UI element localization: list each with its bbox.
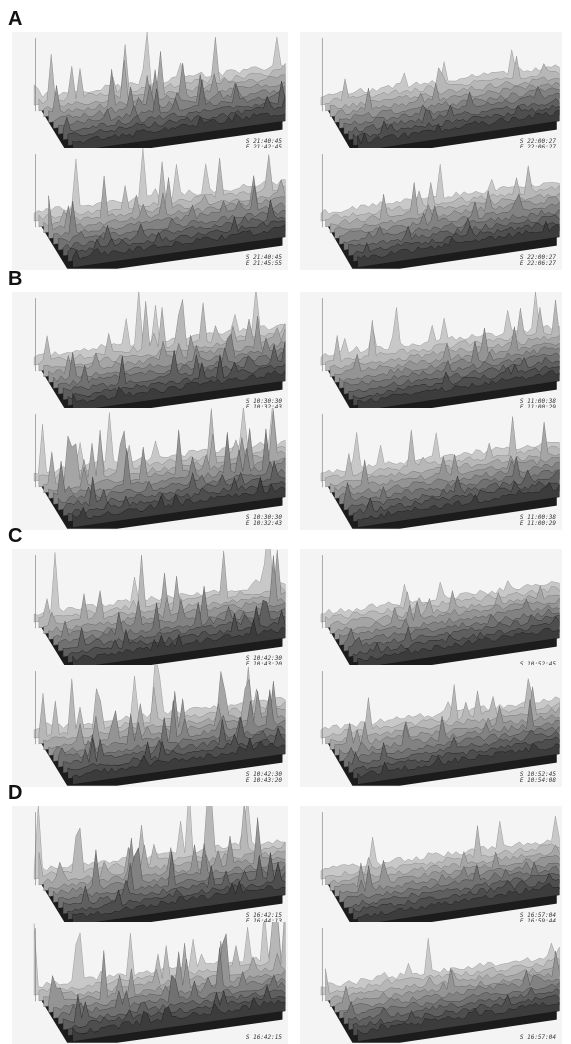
surface-plot-image	[300, 806, 562, 928]
section-label-d: D	[8, 782, 23, 804]
surface-plot-image	[300, 292, 562, 414]
timestamp-line: E 22:06:27	[519, 260, 556, 267]
timestamp-line: S 10:52:45	[520, 662, 556, 668]
timestamp-line: S 21:40:45	[245, 138, 282, 145]
timestamp-line: S 10:52:45	[519, 771, 556, 778]
timestamp-line: E 21:45:55	[245, 260, 282, 267]
surface-plot-image	[300, 408, 562, 530]
timestamp-line: E 10:43:20	[246, 662, 282, 668]
surface-plot-panel: S 10:52:45	[300, 549, 562, 671]
surface-plot-panel: S 21:40:45 E 21:45:55	[12, 148, 288, 270]
surface-plot-image	[12, 806, 288, 928]
surface-plot-image	[300, 549, 562, 671]
timestamp-line: S 10:30:30	[245, 398, 282, 405]
timestamp-line: S 16:42:15	[245, 1034, 282, 1041]
section-label-b: B	[8, 268, 23, 290]
timestamp-line: S 11:00:38	[519, 514, 556, 521]
timestamp-line: S 10:30:30	[245, 514, 282, 521]
timestamp-label: S 16:57:04E 16:59:44	[520, 913, 556, 925]
surface-plot-panel: S 16:42:15	[12, 922, 288, 1044]
surface-plot-panel: S 16:42:15E 16:44:13	[12, 806, 288, 928]
timestamp-label: S 10:42:30E 10:43:20	[246, 656, 282, 668]
surface-plot-panel: S 22:00:27E 22:06:27	[300, 32, 562, 154]
surface-plot-panel: S 16:57:04E 16:59:44	[300, 806, 562, 928]
timestamp-line: E 11:00:29	[519, 520, 556, 527]
timestamp-line: S 22:00:27	[519, 254, 556, 261]
timestamp-line: S 10:42:30	[245, 655, 282, 662]
surface-plot-image	[12, 922, 288, 1044]
surface-plot-image	[12, 32, 288, 154]
timestamp-line: E 11:00:29	[520, 405, 556, 411]
timestamp-line: S 10:42:30	[245, 771, 282, 778]
surface-plot-panel: S 10:42:30E 10:43:20	[12, 549, 288, 671]
timestamp-label: S 10:52:45 E 10:54:08	[520, 772, 556, 784]
timestamp-label: S 11:00:38E 11:00:29	[520, 399, 556, 411]
surface-plot-image	[12, 292, 288, 414]
timestamp-line: E 16:59:44	[520, 919, 556, 925]
timestamp-line: S 22:00:27	[519, 138, 556, 145]
timestamp-label: S 10:52:45	[520, 662, 556, 668]
surface-plot-panel: S 10:52:45 E 10:54:08	[300, 665, 562, 787]
timestamp-line: S 16:42:15	[245, 912, 282, 919]
timestamp-line: E 10:32:43	[246, 405, 282, 411]
timestamp-line: S 16:57:04	[519, 912, 556, 919]
timestamp-line: E 10:32:43	[245, 520, 282, 527]
section-label-c: C	[8, 525, 23, 547]
surface-plot-image	[12, 665, 288, 787]
surface-plot-image	[12, 408, 288, 530]
surface-plot-panel: S 21:40:45E 21:42:45	[12, 32, 288, 154]
surface-plot-image	[300, 148, 562, 270]
timestamp-line: S 21:40:45	[245, 254, 282, 261]
surface-plot-panel: S 10:30:30E 10:32:43	[12, 292, 288, 414]
surface-plot-image	[300, 665, 562, 787]
timestamp-label: S 21:40:45E 21:42:45	[246, 139, 282, 151]
timestamp-label: S 10:30:30E 10:32:43	[246, 399, 282, 411]
timestamp-line: S 16:57:04	[519, 1034, 556, 1041]
timestamp-line: E 21:42:45	[246, 145, 282, 151]
surface-plot-image	[12, 549, 288, 671]
surface-plot-image	[300, 922, 562, 1044]
surface-plot-panel: S 11:00:38E 11:00:29	[300, 292, 562, 414]
surface-plot-image	[300, 32, 562, 154]
surface-plot-image	[12, 148, 288, 270]
timestamp-line: E 10:43:20	[245, 777, 282, 784]
surface-plot-panel: S 16:57:04	[300, 922, 562, 1044]
timestamp-label: S 22:00:27E 22:06:27	[520, 139, 556, 151]
timestamp-label: S 21:40:45 E 21:45:55	[246, 255, 282, 267]
timestamp-label: S 16:57:04	[520, 1035, 556, 1041]
timestamp-line: E 22:06:27	[520, 145, 556, 151]
timestamp-label: S 16:42:15	[246, 1035, 282, 1041]
timestamp-line: S 11:00:38	[519, 398, 556, 405]
timestamp-line: E 10:54:08	[519, 777, 556, 784]
section-label-a: A	[8, 8, 23, 30]
